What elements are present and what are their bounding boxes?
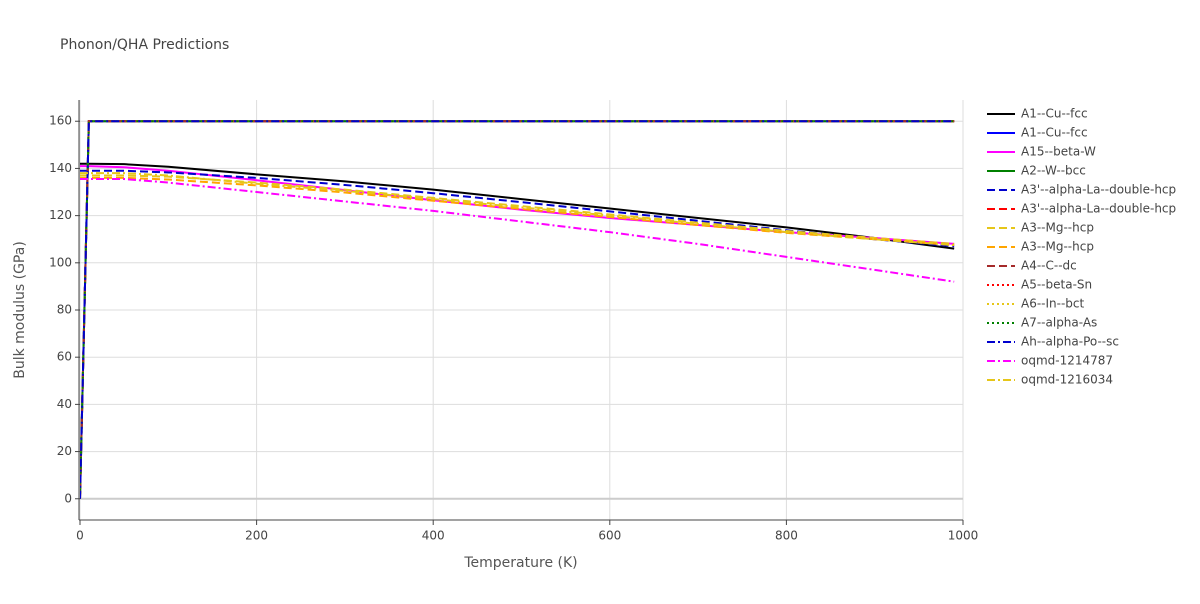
legend-label[interactable]: oqmd-1214787	[1021, 354, 1113, 368]
legend-label[interactable]: Ah--alpha-Po--sc	[1021, 335, 1119, 349]
chart-title: Phonon/QHA Predictions	[60, 37, 229, 53]
legend-label[interactable]: oqmd-1216034	[1021, 373, 1113, 387]
axes: 0 200 400 600 800 1000 0 20 40 60 80 100 120 140 160	[49, 100, 978, 543]
legend-label[interactable]: A6--In--bct	[1021, 297, 1085, 311]
legend-label[interactable]: A3'--alpha-La--double-hcp	[1021, 202, 1176, 216]
series-line	[80, 174, 955, 245]
plot-area	[80, 120, 955, 499]
y-tick-label: 20	[57, 444, 72, 458]
legend-label[interactable]: A15--beta-W	[1021, 145, 1096, 159]
x-tick-label: 400	[422, 529, 445, 543]
y-tick-label: 80	[57, 303, 72, 317]
series-line	[80, 162, 955, 250]
series-line	[80, 120, 955, 499]
y-tick-label: 120	[49, 208, 72, 222]
x-tick-label: 1000	[948, 529, 979, 543]
legend-label[interactable]: A3'--alpha-La--double-hcp	[1021, 183, 1176, 197]
legend-label[interactable]: A3--Mg--hcp	[1021, 221, 1094, 235]
legend-label[interactable]: A4--C--dc	[1021, 259, 1077, 273]
legend-label[interactable]: A3--Mg--hcp	[1021, 240, 1094, 254]
legend-label[interactable]: A1--Cu--fcc	[1021, 126, 1088, 140]
series-line	[80, 172, 955, 247]
x-axis-title: Temperature (K)	[463, 555, 577, 571]
legend-label[interactable]: A1--Cu--fcc	[1021, 107, 1088, 121]
x-tick-label: 800	[775, 529, 798, 543]
legend-label[interactable]: A5--beta-Sn	[1021, 278, 1092, 292]
y-tick-label: 40	[57, 397, 72, 411]
legend: A1--Cu--fcc A1--Cu--fcc A15--beta-W A2--W--…	[987, 107, 1176, 387]
x-tick-label: 0	[76, 529, 84, 543]
x-tick-label: 200	[245, 529, 268, 543]
legend-label[interactable]: A2--W--bcc	[1021, 164, 1086, 178]
y-axis-title: Bulk modulus (GPa)	[12, 241, 28, 379]
y-tick-label: 160	[49, 114, 72, 128]
y-tick-label: 100	[49, 255, 72, 269]
y-tick-label: 140	[49, 161, 72, 175]
x-tick-label: 600	[598, 529, 621, 543]
grid	[79, 100, 964, 520]
y-tick-label: 60	[57, 350, 72, 364]
series-line	[80, 178, 955, 283]
legend-label[interactable]: A7--alpha-As	[1021, 316, 1097, 330]
y-tick-label: 0	[64, 491, 72, 505]
